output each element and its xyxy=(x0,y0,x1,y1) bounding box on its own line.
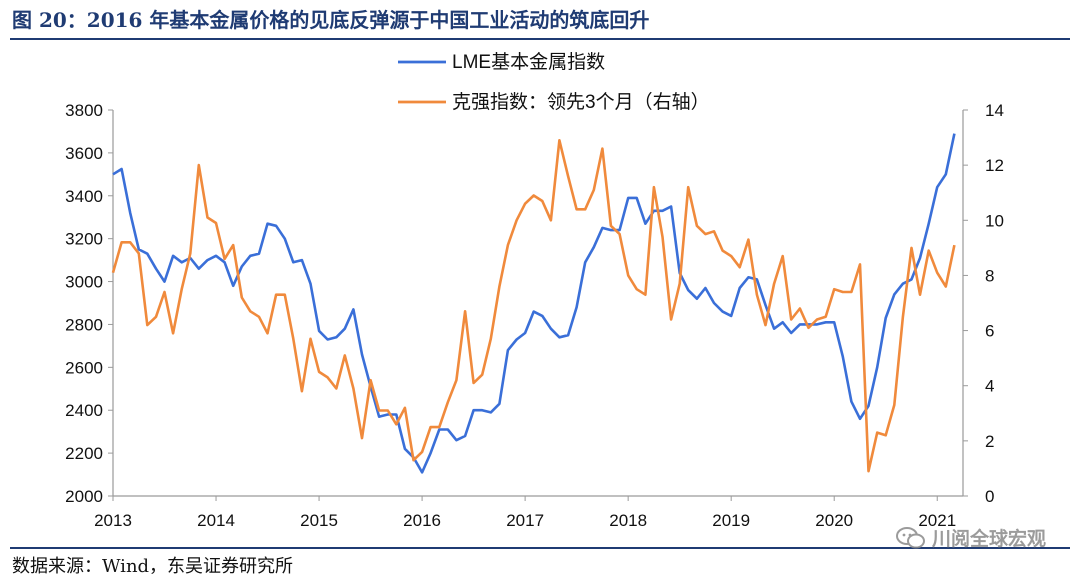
x-tick-label: 2019 xyxy=(712,511,750,530)
x-tick-label: 2017 xyxy=(506,511,544,530)
source-note: 数据来源：Wind，东吴证券研究所 xyxy=(12,556,294,577)
y-left-tick-label: 2800 xyxy=(65,315,103,334)
x-tick-label: 2015 xyxy=(300,511,338,530)
title-rule xyxy=(10,38,1070,40)
source-rule xyxy=(10,547,1070,549)
y-left-tick-label: 3000 xyxy=(65,273,103,292)
y-left-tick-label: 2600 xyxy=(65,358,103,377)
legend-label-lme: LME基本金属指数 xyxy=(452,51,605,73)
y-right-tick-label: 6 xyxy=(985,322,994,341)
y-right-tick-label: 0 xyxy=(985,487,994,506)
y-left-tick-label: 3600 xyxy=(65,144,103,163)
wechat-icon xyxy=(895,526,925,548)
x-tick-label: 2020 xyxy=(815,511,853,530)
y-left-tick-label: 3800 xyxy=(65,101,103,120)
y-right-tick-label: 8 xyxy=(985,266,994,285)
y-left-tick-label: 2200 xyxy=(65,444,103,463)
x-tick-label: 2018 xyxy=(609,511,647,530)
watermark-text: 川阅全球宏观 xyxy=(931,528,1046,550)
series-line-keqiang xyxy=(111,139,956,473)
y-right-tick-label: 10 xyxy=(985,211,1004,230)
y-left-tick-label: 3400 xyxy=(65,187,103,206)
y-right-tick-label: 4 xyxy=(985,377,994,396)
chart-canvas: 2000 2200 2400 2600 2800 3000 3200 3400 3600 3800… xyxy=(65,51,1004,530)
x-tick-label: 2021 xyxy=(918,511,956,530)
y-right-tick-label: 2 xyxy=(985,432,994,451)
y-right-tick-label: 14 xyxy=(985,101,1004,120)
x-tick-label: 2014 xyxy=(197,511,235,530)
x-tick-label: 2016 xyxy=(403,511,441,530)
y-left-tick-label: 2400 xyxy=(65,401,103,420)
legend-label-keqiang: 克强指数：领先3个月（右轴） xyxy=(452,91,710,113)
series-line-lme xyxy=(112,133,956,474)
y-left-tick-label: 2000 xyxy=(65,487,103,506)
watermark: 川阅全球宏观 xyxy=(895,524,1046,551)
x-tick-label: 2013 xyxy=(94,511,132,530)
figure-title: 图 20：2016 年基本金属价格的见底反弹源于中国工业活动的筑底回升 xyxy=(12,8,650,32)
y-left-tick-label: 3200 xyxy=(65,230,103,249)
y-right-tick-label: 12 xyxy=(985,156,1004,175)
